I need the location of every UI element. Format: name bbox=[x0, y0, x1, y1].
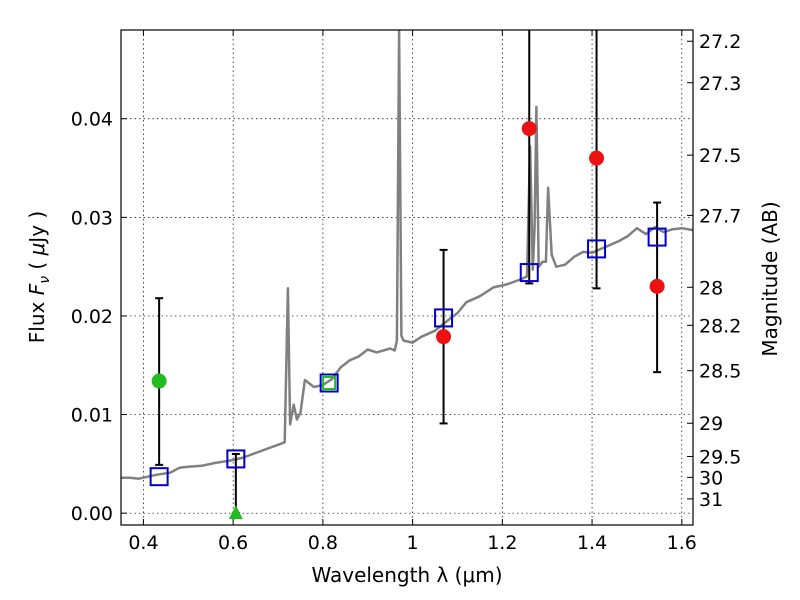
y-tick-label: 0.02 bbox=[71, 306, 113, 328]
observed-flux-point bbox=[649, 278, 665, 294]
model-spectrum-line bbox=[121, 30, 693, 480]
model-photometry-square bbox=[226, 449, 246, 469]
model-photometry-square bbox=[519, 263, 539, 283]
y-axis-title-post: Jy ) bbox=[25, 211, 49, 245]
observed-flux-point bbox=[521, 121, 537, 137]
model-photometry-square bbox=[647, 227, 667, 247]
mag-tick-label: 28.2 bbox=[699, 315, 741, 337]
gridlines bbox=[121, 30, 693, 525]
mag-tick-label: 27.5 bbox=[699, 145, 741, 167]
observed-flux-square bbox=[322, 376, 337, 391]
model-photometry-square bbox=[319, 373, 339, 393]
x-tick-label: 0.8 bbox=[308, 532, 338, 554]
model-photometry-square bbox=[434, 308, 454, 328]
observed-flux-point bbox=[436, 329, 452, 345]
observed-upper-limit-triangle bbox=[228, 505, 243, 520]
mag-tick-label: 28 bbox=[699, 277, 723, 299]
y-axis-title: Flux Fν ( μJy ) bbox=[25, 211, 53, 343]
y-axis-title-mu: μ bbox=[25, 243, 49, 257]
mag-tick-label: 29 bbox=[699, 413, 723, 435]
plot-area bbox=[121, 30, 693, 520]
y-tick-label: 0.04 bbox=[71, 109, 113, 131]
x-tick-label: 0.4 bbox=[128, 532, 158, 554]
plot-frame bbox=[120, 29, 694, 526]
mag-tick-label: 27.2 bbox=[699, 31, 741, 53]
y-axis-title-pre: Flux bbox=[25, 295, 49, 343]
y-axis-title-f: F bbox=[25, 283, 49, 295]
y-axis-title-open: ( bbox=[25, 255, 49, 276]
x-tick-label: 1 bbox=[407, 532, 419, 554]
y-tick-label: 0.01 bbox=[71, 405, 113, 427]
observed-flux-point bbox=[589, 150, 605, 166]
y-tick-label: 0.03 bbox=[71, 207, 113, 229]
y-tick-label: 0.00 bbox=[71, 503, 113, 525]
x-axis-title: Wavelength λ (μm) bbox=[311, 563, 502, 587]
mag-tick-label: 29.5 bbox=[699, 446, 741, 468]
mag-tick-label: 27.3 bbox=[699, 73, 741, 95]
mag-tick-label: 31 bbox=[699, 489, 723, 511]
markers bbox=[149, 121, 667, 520]
mag-tick-label: 30 bbox=[699, 467, 723, 489]
x-tick-label: 1.4 bbox=[577, 532, 607, 554]
observed-flux-point bbox=[151, 373, 167, 389]
x-tick-label: 1.2 bbox=[487, 532, 517, 554]
axis-ticks: 0.4 0.6 0.8 1 1.2 1.4 1.6 0.00 0.01 0.02 0.03 0.04 2… bbox=[71, 30, 741, 554]
mag-tick-label: 27.7 bbox=[699, 205, 741, 227]
model-photometry-square bbox=[587, 239, 607, 259]
y-axis-title-sub: ν bbox=[37, 276, 53, 284]
model-photometry-square bbox=[149, 467, 169, 487]
y2-axis-title: Magnitude (AB) bbox=[758, 201, 782, 356]
x-tick-label: 0.6 bbox=[218, 532, 248, 554]
x-tick-label: 1.6 bbox=[667, 532, 697, 554]
mag-tick-label: 28.5 bbox=[699, 361, 741, 383]
